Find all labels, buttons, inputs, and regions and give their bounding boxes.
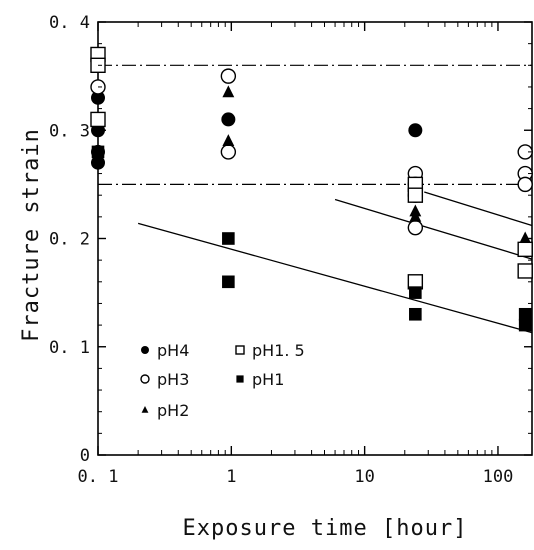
x-tick-label: 100	[483, 467, 514, 487]
x-tick-label: 1	[226, 467, 236, 487]
ph3-marker	[220, 144, 237, 160]
ph1-marker	[518, 318, 532, 332]
trend-line	[424, 191, 533, 227]
ph1-5-marker	[407, 187, 424, 203]
y-tick-label: 0	[80, 446, 90, 466]
reference-lines	[98, 64, 532, 185]
y-axis-label: Fracture strain	[19, 128, 44, 342]
ph4-marker	[91, 155, 105, 170]
axis-ticks	[97, 21, 532, 456]
y-tick-label: 0. 2	[49, 230, 90, 250]
legend: pH4 pH1. 5 pH3 pH1 pH2	[140, 341, 305, 420]
ph2-marker	[141, 406, 149, 413]
ph3-marker	[517, 176, 533, 193]
ph2-marker	[222, 85, 235, 98]
ph3-marker	[220, 68, 237, 84]
trend-line	[334, 198, 533, 260]
x-axis-label: Exposure time [hour]	[183, 516, 468, 541]
trend-line	[137, 222, 533, 334]
legend-label: pH1. 5	[252, 341, 305, 360]
ph4-marker	[221, 112, 236, 127]
plot-border	[97, 21, 533, 456]
trend-lines	[137, 191, 533, 334]
ph1-5-marker	[517, 263, 533, 279]
data-points	[90, 46, 533, 332]
x-tick-label: 0. 1	[78, 467, 119, 487]
ph4-marker	[91, 90, 105, 105]
ph2-marker	[519, 231, 532, 244]
ph1-5-marker	[235, 345, 245, 355]
legend-label: pH1	[252, 370, 284, 389]
ph1-5-marker	[90, 111, 106, 128]
legend-label: pH3	[157, 370, 189, 389]
y-tick-label: 0. 3	[49, 121, 90, 141]
y-tick-label: 0. 4	[49, 13, 90, 33]
y-tick-label: 0. 1	[49, 338, 90, 358]
ph4-marker	[141, 346, 149, 354]
ph1-marker	[518, 307, 532, 321]
legend-label: pH2	[157, 401, 189, 420]
ph3-marker	[517, 144, 533, 160]
tick-labels: 00. 10. 20. 30. 40. 1 1 10 100	[49, 13, 513, 487]
ph3-marker	[140, 374, 150, 384]
ph1-marker	[222, 275, 235, 289]
ph4-marker	[408, 123, 423, 138]
ph1-5-marker	[517, 241, 533, 258]
plot-frame	[97, 21, 533, 456]
legend-label: pH4	[157, 341, 189, 360]
ph1-marker	[409, 307, 422, 321]
ph1-marker	[409, 286, 422, 299]
ph3-marker	[407, 219, 424, 236]
ph1-marker	[236, 375, 244, 383]
ph2-marker	[409, 209, 422, 222]
ph2-marker	[222, 134, 235, 146]
ph1-marker	[222, 232, 235, 245]
x-tick-label: 10	[354, 467, 374, 487]
